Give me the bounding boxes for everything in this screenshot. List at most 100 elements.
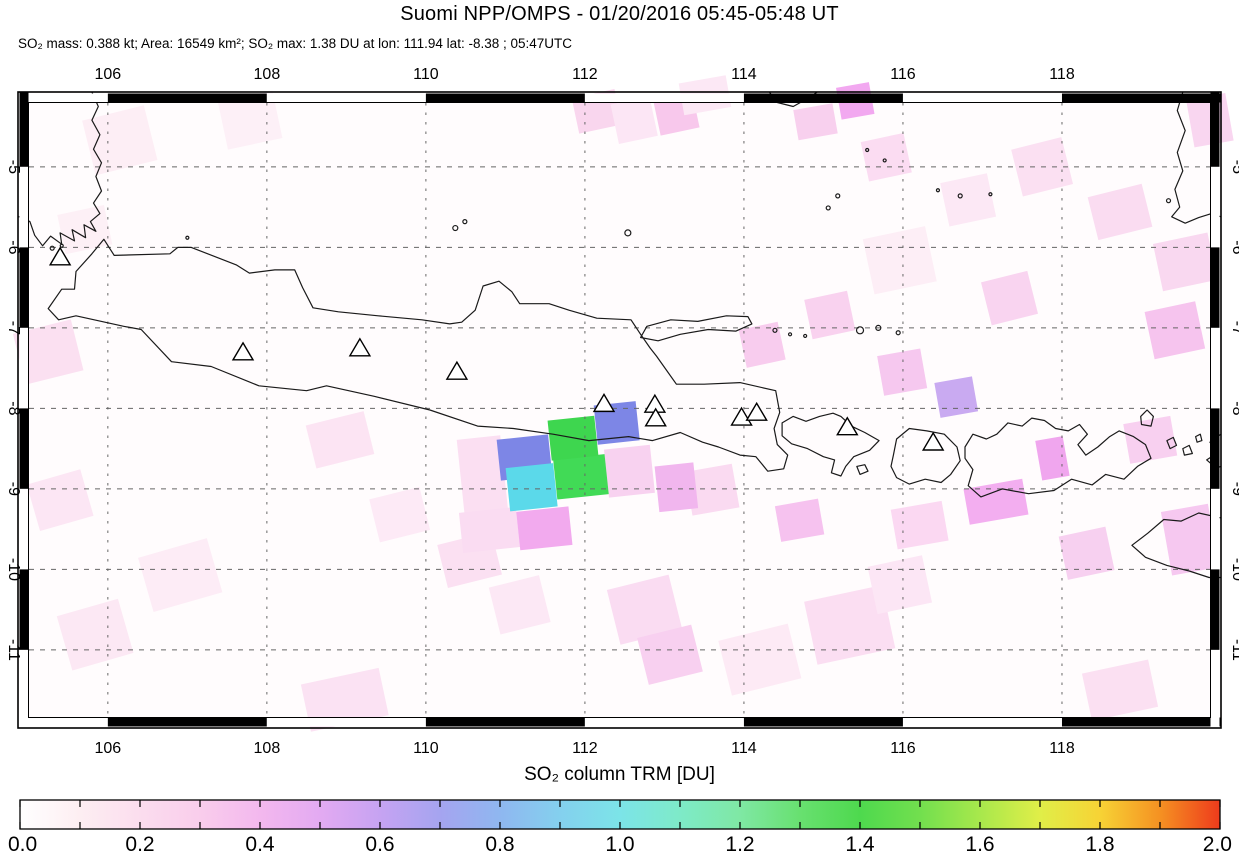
volcano-triangle-icon bbox=[231, 341, 255, 361]
colorbar-tick-label: 1.2 bbox=[725, 833, 754, 855]
lon-tick-label-bottom: 108 bbox=[254, 740, 281, 757]
lat-tick-label-left: -7 bbox=[5, 321, 22, 335]
volcano-triangle-icon bbox=[836, 416, 859, 436]
so2-patch bbox=[1087, 183, 1153, 241]
border-segment-bottom bbox=[743, 717, 903, 727]
colorbar-tick-label: 0.6 bbox=[365, 833, 394, 855]
volcano-triangle-icon bbox=[644, 407, 667, 427]
island-dot bbox=[452, 224, 459, 232]
island-dot bbox=[772, 327, 778, 333]
lat-tick-label-right: -9 bbox=[1229, 482, 1239, 496]
so2-patch bbox=[718, 623, 802, 696]
lon-tick-label-top: 116 bbox=[890, 66, 916, 83]
so2-patch bbox=[300, 667, 389, 732]
border-segment-right bbox=[1210, 166, 1220, 248]
border-segment-bottom bbox=[18, 717, 108, 727]
so2-patch bbox=[305, 411, 375, 469]
island-dot bbox=[855, 326, 865, 335]
island-dot bbox=[895, 330, 901, 336]
border-segment-top bbox=[584, 93, 744, 103]
coastline-nusa-penida bbox=[856, 464, 869, 475]
colorbar-tick-label: 0.8 bbox=[485, 833, 514, 855]
so2-patch bbox=[774, 498, 825, 542]
so2-patch bbox=[940, 173, 997, 227]
border-segment-bottom bbox=[902, 717, 1062, 727]
so2-patch bbox=[603, 444, 655, 498]
volcano-triangle-icon bbox=[921, 431, 945, 451]
border-segment-right bbox=[1210, 247, 1220, 328]
lat-tick-label-right: -7 bbox=[1229, 321, 1239, 335]
island-dot bbox=[865, 147, 870, 153]
coastline-sumatra bbox=[18, 91, 103, 247]
so2-patch bbox=[369, 486, 431, 543]
colorbar-tick-label: 0.0 bbox=[8, 833, 37, 855]
island-dot bbox=[185, 235, 190, 240]
colorbar-tick-label: 1.0 bbox=[605, 833, 634, 855]
so2-patch bbox=[458, 506, 521, 553]
border-segment-left bbox=[19, 408, 29, 489]
lat-tick-label-right: -8 bbox=[1229, 401, 1239, 415]
so2-patch bbox=[456, 435, 508, 514]
border-segment-left bbox=[19, 166, 29, 248]
coastline-komodo-b bbox=[1182, 444, 1193, 456]
lat-tick-label-right: -5 bbox=[1229, 160, 1239, 174]
border-segment-right bbox=[1210, 408, 1220, 489]
colorbar-label-layer: 0.0 0.2 0.4 0.6 0.8 1.0 1.2 1.4 1.6 1.8 2.0 bbox=[8, 833, 1232, 855]
island-dot bbox=[59, 243, 64, 248]
lat-tick-label-right: -11 bbox=[1229, 639, 1239, 661]
so2-patch bbox=[637, 624, 703, 685]
coastline-sumbawa bbox=[964, 417, 1152, 498]
coastline-madura bbox=[640, 315, 753, 342]
volcano-triangle-icon bbox=[48, 246, 72, 266]
coastline-sumba bbox=[1131, 512, 1222, 579]
so2-patch bbox=[804, 585, 896, 665]
volcano-triangle-icon bbox=[745, 401, 768, 421]
lon-tick-label-top: 114 bbox=[731, 66, 757, 83]
island-dot bbox=[624, 229, 632, 237]
border-segment-top bbox=[18, 93, 108, 103]
border-segment-left bbox=[19, 327, 29, 409]
so2-patch bbox=[934, 376, 979, 418]
border-segment-top bbox=[1061, 93, 1221, 103]
colorbar-frame bbox=[19, 799, 1221, 830]
lon-tick-label-top: 108 bbox=[254, 66, 281, 83]
lat-tick-label-right: -6 bbox=[1229, 240, 1239, 254]
plot-title: Suomi NPP/OMPS - 01/20/2016 05:45-05:48 … bbox=[400, 3, 839, 25]
so2-patch bbox=[1123, 415, 1178, 464]
border-segment-bottom bbox=[266, 717, 426, 727]
so2-patch bbox=[516, 506, 573, 551]
island-dot bbox=[935, 188, 941, 193]
so2-patch bbox=[1144, 301, 1206, 360]
lon-tick-label-bottom: 118 bbox=[1049, 740, 1075, 757]
border-segment-bottom bbox=[107, 717, 267, 727]
border-segment-left bbox=[19, 247, 29, 328]
border-segment-top bbox=[425, 93, 585, 103]
so2-patch bbox=[804, 290, 856, 340]
coastline-komodo-a bbox=[1166, 436, 1178, 450]
island-dot bbox=[803, 333, 808, 339]
border-segment-bottom bbox=[584, 717, 744, 727]
lat-tick-label-left: -11 bbox=[5, 639, 22, 661]
lon-tick-label-top: 106 bbox=[94, 66, 121, 83]
border-segment-top bbox=[743, 93, 903, 103]
so2-patch bbox=[654, 462, 699, 513]
island-dot bbox=[882, 158, 887, 163]
border-segment-right bbox=[1210, 649, 1220, 728]
so2-patch bbox=[890, 500, 949, 550]
island-dot bbox=[835, 193, 841, 199]
coastline-komodo-c bbox=[1195, 433, 1203, 443]
border-segment-top bbox=[902, 93, 1062, 103]
lon-tick-label-bottom: 116 bbox=[890, 740, 916, 757]
so2-patch bbox=[26, 469, 94, 532]
so2-patch-layer bbox=[12, 75, 1234, 732]
border-segment-left bbox=[19, 569, 29, 650]
lon-tick-label-top: 110 bbox=[413, 66, 439, 83]
border-segment-top bbox=[266, 93, 426, 103]
lat-tick-label-left: -8 bbox=[5, 401, 22, 415]
colorbar-tick-label: 0.2 bbox=[125, 833, 154, 855]
lon-tick-label-bottom: 112 bbox=[572, 740, 598, 757]
so2-patch bbox=[138, 538, 223, 612]
so2-patch bbox=[1152, 232, 1218, 292]
lat-tick-label-left: -10 bbox=[5, 558, 22, 581]
island-dot bbox=[49, 245, 55, 251]
